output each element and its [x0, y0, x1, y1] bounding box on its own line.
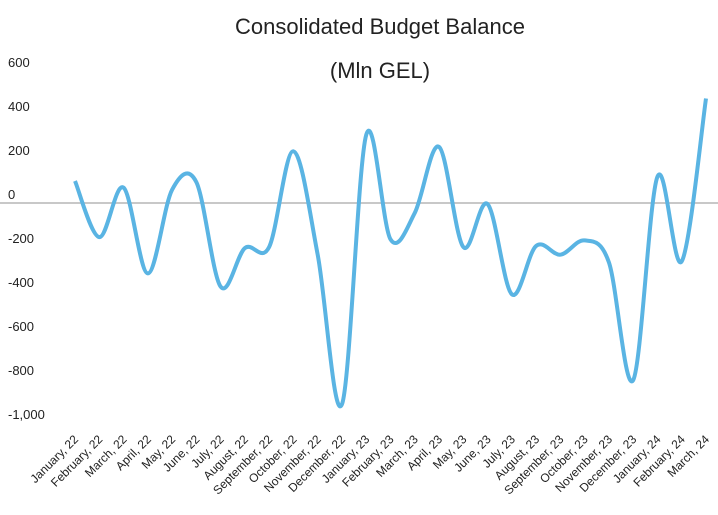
- y-tick-label: -600: [8, 319, 34, 334]
- y-tick-label: -200: [8, 231, 34, 246]
- y-tick-label: -1,000: [8, 407, 45, 422]
- y-tick-label: -400: [8, 275, 34, 290]
- y-tick-label: 400: [8, 99, 30, 114]
- line: [73, 98, 708, 409]
- y-tick-label: 200: [8, 143, 30, 158]
- y-tick-label: -800: [8, 363, 34, 378]
- chart-subtitle: (Mln GEL): [330, 58, 430, 83]
- y-tick-label: 600: [8, 55, 30, 70]
- y-tick-label: 0: [8, 187, 15, 202]
- chart-title: Consolidated Budget Balance: [235, 14, 525, 39]
